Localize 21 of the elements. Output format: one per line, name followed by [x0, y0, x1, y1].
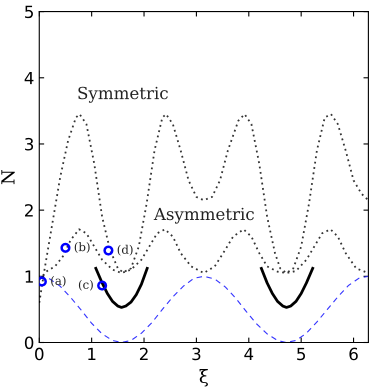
y-tick-label: 0 [24, 336, 34, 350]
x-tick-label: 5 [297, 348, 306, 360]
annotation: (a) [51, 276, 66, 287]
x-tick-label: 4 [244, 348, 254, 360]
series-label: Symmetric [78, 86, 168, 103]
x-tick-label: 1 [88, 348, 96, 360]
y-axis-title: N [1, 170, 15, 184]
annotation: (b) [74, 242, 90, 253]
x-tick-label: 2 [140, 348, 148, 360]
series-label: Asymmetric [154, 208, 254, 224]
annotation: (c) [78, 280, 93, 291]
y-tick-label: 1 [26, 270, 33, 283]
y-tick-label: 5 [25, 6, 33, 18]
y-tick-label: 2 [25, 204, 33, 216]
x-axis-title: ξ [200, 369, 208, 387]
x-tick-label: 0 [35, 348, 44, 360]
y-tick-label: 4 [24, 72, 34, 84]
x-tick-label: 3 [192, 348, 200, 360]
y-tick-label: 3 [25, 138, 34, 151]
annotation: (d) [118, 244, 133, 256]
x-tick-label: 6 [349, 348, 358, 360]
